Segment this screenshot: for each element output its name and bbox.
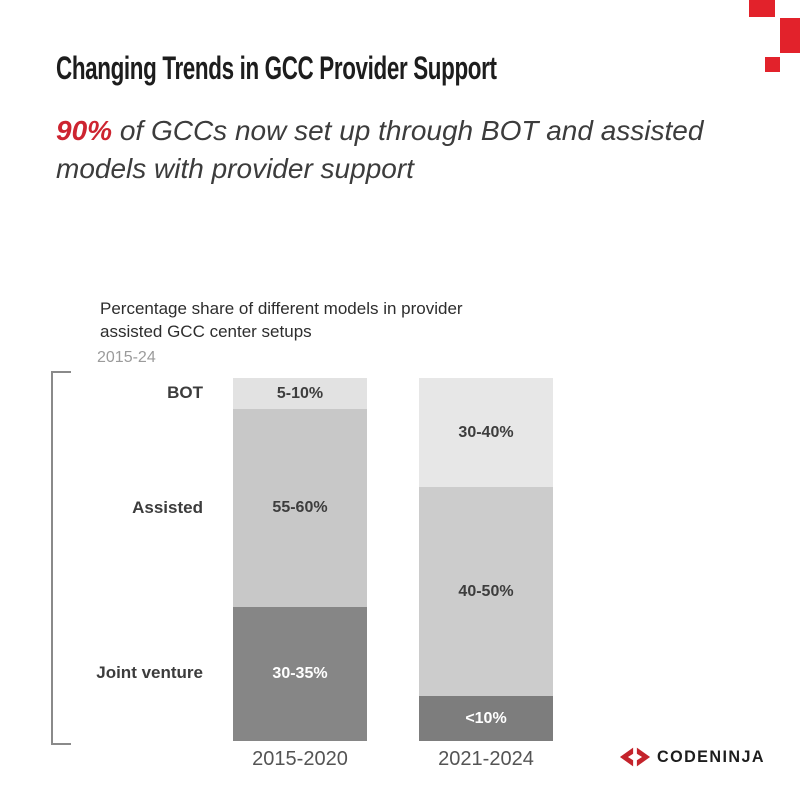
subtitle-text: of GCCs now set up through BOT and assis… bbox=[56, 115, 704, 184]
decor-square-icon bbox=[780, 18, 800, 53]
bar-segment-bot: 30-40% bbox=[419, 378, 553, 487]
bar-segment-joint-venture: 30-35% bbox=[233, 607, 367, 741]
bar-segment-assisted: 55-60% bbox=[233, 409, 367, 607]
series-label-assisted: Assisted bbox=[132, 498, 203, 517]
code-chevrons-icon bbox=[619, 747, 651, 767]
decor-square-icon bbox=[749, 0, 775, 17]
brand-name: CODENINJA bbox=[657, 747, 765, 766]
bar-segment-joint-venture: <10% bbox=[419, 696, 553, 741]
page-subtitle: 90% of GCCs now set up through BOT and a… bbox=[56, 112, 728, 188]
stacked-bar-2015-2020: 5-10% 55-60% 30-35% bbox=[233, 378, 367, 741]
bar-segment-assisted: 40-50% bbox=[419, 487, 553, 696]
series-label-joint-venture: Joint venture bbox=[96, 663, 203, 682]
chart-bracket bbox=[51, 371, 71, 745]
page-title: Changing Trends in GCC Provider Support bbox=[56, 50, 497, 86]
brand-logo: CODENINJA bbox=[619, 746, 771, 768]
x-axis-label-2021-2024: 2021-2024 bbox=[438, 748, 534, 770]
x-axis-label-2015-2020: 2015-2020 bbox=[252, 748, 348, 770]
chart-period-label: 2015-24 bbox=[97, 349, 156, 366]
subtitle-highlight: 90% bbox=[56, 115, 113, 146]
stacked-bar-2021-2024: 30-40% 40-50% <10% bbox=[419, 378, 553, 741]
series-label-bot: BOT bbox=[167, 383, 203, 402]
chart-title-line2: assisted GCC center setups bbox=[100, 322, 312, 341]
decor-square-icon bbox=[765, 57, 780, 72]
chart-title-line1: Percentage share of different models in … bbox=[100, 299, 463, 318]
bar-segment-bot: 5-10% bbox=[233, 378, 367, 409]
chart-title: Percentage share of different models in … bbox=[100, 297, 463, 343]
